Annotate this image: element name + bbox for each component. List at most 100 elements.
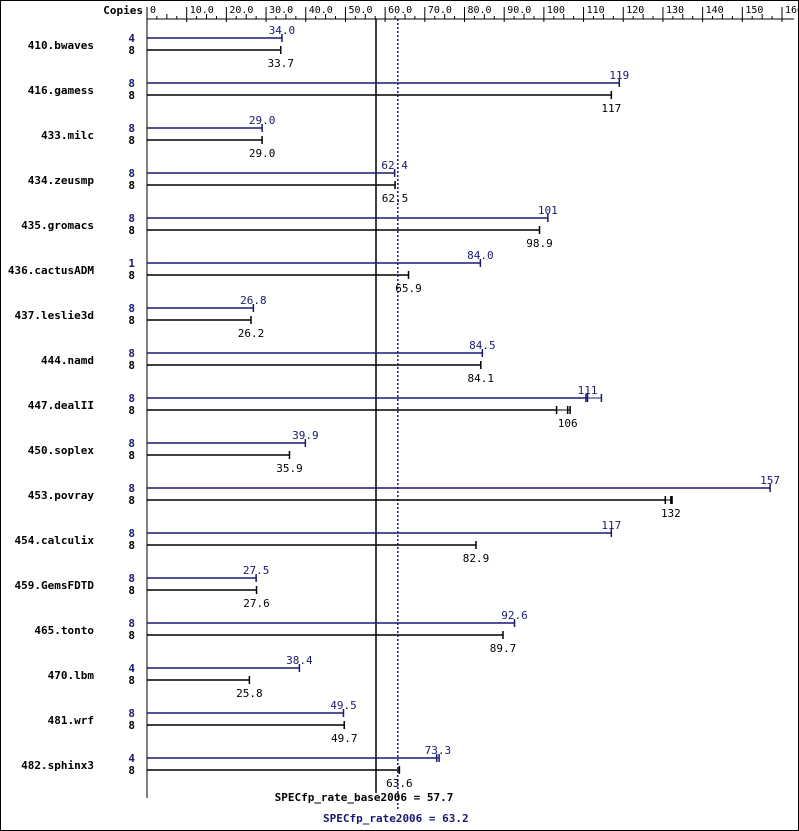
peak-value-label: 84.5 [469,339,496,352]
base-copies: 8 [128,134,135,147]
x-tick-label: 140 [706,5,724,16]
peak-copies: 1 [128,257,135,270]
x-tick-label: 20.0 [229,5,253,16]
x-tick-label: 160 [785,5,798,16]
x-tick-label: 40.0 [309,5,333,16]
benchmark-label: 459.GemsFDTD [15,579,95,592]
peak-value-label: 62.4 [381,159,408,172]
peak-value-label: 26.8 [240,294,267,307]
base-reference-label: SPECfp_rate_base2006 = 57.7 [275,791,454,804]
peak-copies: 8 [128,572,135,585]
benchmark-label: 465.tonto [34,624,94,637]
peak-value-label: 73.3 [425,744,452,757]
peak-copies: 8 [128,527,135,540]
base-copies: 8 [128,719,135,732]
peak-value-label: 157 [760,474,780,487]
base-value-label: 62.5 [382,192,409,205]
peak-copies: 8 [128,122,135,135]
x-tick-label: 50.0 [348,5,372,16]
peak-value-label: 29.0 [249,114,276,127]
benchmark-label: 454.calculix [15,534,95,547]
base-copies: 8 [128,269,135,282]
peak-value-label: 92.6 [501,609,528,622]
peak-copies: 8 [128,707,135,720]
peak-copies: 8 [128,392,135,405]
base-copies: 8 [128,89,135,102]
peak-copies: 4 [128,32,135,45]
x-tick-label: 110 [587,5,605,16]
benchmark-label: 447.dealII [28,399,94,412]
x-tick-label: 60.0 [388,5,412,16]
peak-copies: 4 [128,662,135,675]
benchmark-label: 433.milc [41,129,94,142]
base-copies: 8 [128,494,135,507]
benchmark-label: 444.namd [41,354,94,367]
base-copies: 8 [128,584,135,597]
base-copies: 8 [128,44,135,57]
base-copies: 8 [128,179,135,192]
benchmark-label: 453.povray [28,489,95,502]
x-tick-label: 100 [547,5,565,16]
base-copies: 8 [128,539,135,552]
base-value-label: 49.7 [331,732,358,745]
base-copies: 8 [128,404,135,417]
peak-copies: 8 [128,617,135,630]
x-tick-label: 150 [745,5,763,16]
x-tick-label: 90.0 [507,5,531,16]
peak-copies: 8 [128,347,135,360]
peak-value-label: 117 [601,519,621,532]
base-value-label: 117 [601,102,621,115]
peak-reference-label: SPECfp_rate2006 = 63.2 [323,812,469,825]
benchmark-label: 435.gromacs [21,219,94,232]
benchmark-label: 470.lbm [48,669,95,682]
base-value-label: 35.9 [276,462,303,475]
x-tick-label: 120 [626,5,644,16]
x-tick-label: 80.0 [468,5,492,16]
benchmark-label: 481.wrf [48,714,94,727]
base-value-label: 82.9 [463,552,490,565]
base-value-label: 98.9 [526,237,553,250]
peak-value-label: 38.4 [286,654,313,667]
x-tick-label: 30.0 [269,5,293,16]
base-copies: 8 [128,629,135,642]
base-copies: 8 [128,674,135,687]
base-value-label: 84.1 [468,372,495,385]
peak-copies: 8 [128,302,135,315]
peak-value-label: 49.5 [330,699,357,712]
peak-value-label: 27.5 [243,564,270,577]
peak-value-label: 34.0 [269,24,296,37]
base-copies: 8 [128,224,135,237]
base-copies: 8 [128,764,135,777]
x-tick-label: 10.0 [190,5,214,16]
base-value-label: 132 [661,507,681,520]
base-copies: 8 [128,314,135,327]
base-copies: 8 [128,449,135,462]
peak-value-label: 39.9 [292,429,319,442]
benchmark-label: 416.gamess [28,84,94,97]
benchmark-label: 434.zeusmp [28,174,95,187]
x-tick-label: 70.0 [428,5,452,16]
benchmark-label: 482.sphinx3 [21,759,94,772]
base-copies: 8 [128,359,135,372]
base-value-label: 27.6 [243,597,270,610]
base-value-label: 106 [558,417,578,430]
peak-value-label: 111 [578,384,598,397]
benchmark-label: 410.bwaves [28,39,94,52]
x-tick-label: 130 [666,5,684,16]
base-value-label: 26.2 [238,327,265,340]
base-value-label: 33.7 [267,57,294,70]
copies-header: Copies [103,4,143,17]
base-value-label: 65.9 [395,282,422,295]
peak-copies: 8 [128,437,135,450]
peak-copies: 8 [128,167,135,180]
benchmark-label: 437.leslie3d [15,309,94,322]
peak-value-label: 119 [609,69,629,82]
base-value-label: 29.0 [249,147,276,160]
base-value-label: 25.8 [236,687,263,700]
peak-copies: 4 [128,752,135,765]
base-value-label: 89.7 [490,642,517,655]
peak-value-label: 101 [538,204,558,217]
peak-copies: 8 [128,212,135,225]
